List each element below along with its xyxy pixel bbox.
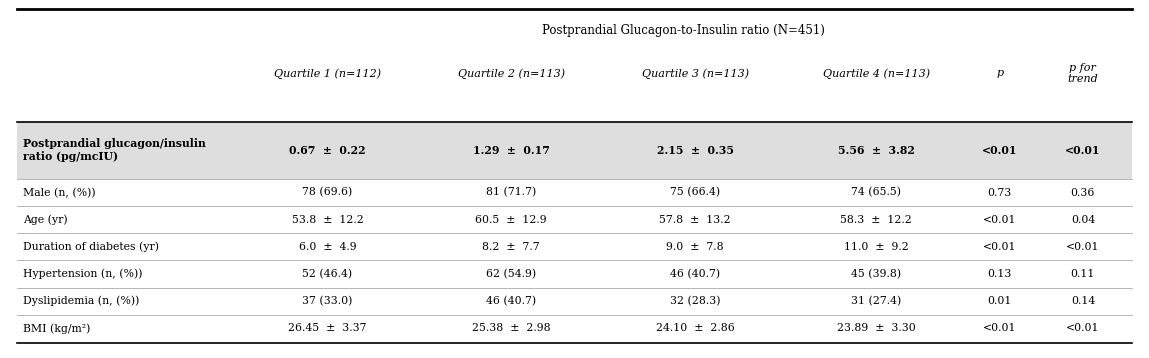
Text: 23.89  ±  3.30: 23.89 ± 3.30 [836,323,916,333]
Text: 0.73: 0.73 [987,188,1012,198]
Text: Quartile 1 (n=112): Quartile 1 (n=112) [273,68,381,79]
Text: p for
trend: p for trend [1067,63,1098,84]
Text: 2.15  ±  0.35: 2.15 ± 0.35 [656,145,734,156]
Text: 62 (54.9): 62 (54.9) [486,269,537,279]
Text: Male (n, (%)): Male (n, (%)) [23,187,95,198]
Text: 0.36: 0.36 [1071,188,1095,198]
Text: 5.56  ±  3.82: 5.56 ± 3.82 [838,145,915,156]
Text: 24.10  ±  2.86: 24.10 ± 2.86 [656,323,734,333]
Text: 9.0  ±  7.8: 9.0 ± 7.8 [666,242,724,252]
Text: 78 (69.6): 78 (69.6) [302,188,353,198]
Text: 46 (40.7): 46 (40.7) [486,296,537,306]
Text: 37 (33.0): 37 (33.0) [302,296,353,306]
Text: 32 (28.3): 32 (28.3) [670,296,720,306]
Text: 52 (46.4): 52 (46.4) [302,269,353,279]
Text: Dyslipidemia (n, (%)): Dyslipidemia (n, (%)) [23,296,139,306]
Text: 53.8  ±  12.2: 53.8 ± 12.2 [292,215,363,225]
Text: 58.3  ±  12.2: 58.3 ± 12.2 [840,215,912,225]
Text: 45 (39.8): 45 (39.8) [851,269,901,279]
Text: Quartile 4 (n=113): Quartile 4 (n=113) [823,68,930,79]
Text: Hypertension (n, (%)): Hypertension (n, (%)) [23,269,142,279]
Text: 74 (65.5): 74 (65.5) [851,188,901,198]
Text: 31 (27.4): 31 (27.4) [851,296,901,306]
Text: 0.67  ±  0.22: 0.67 ± 0.22 [290,145,365,156]
Text: BMI (kg/m²): BMI (kg/m²) [23,323,91,334]
Text: 6.0  ±  4.9: 6.0 ± 4.9 [299,242,356,252]
Text: 25.38  ±  2.98: 25.38 ± 2.98 [472,323,550,333]
Text: p: p [996,68,1003,78]
Text: 60.5  ±  12.9: 60.5 ± 12.9 [476,215,547,225]
Text: 81 (71.7): 81 (71.7) [486,188,537,198]
Text: 0.13: 0.13 [987,269,1012,279]
Text: 11.0  ±  9.2: 11.0 ± 9.2 [843,242,909,252]
Text: 0.11: 0.11 [1071,269,1095,279]
Text: 26.45  ±  3.37: 26.45 ± 3.37 [288,323,367,333]
Text: 0.01: 0.01 [987,296,1012,306]
Text: Quartile 3 (n=113): Quartile 3 (n=113) [641,68,749,79]
Text: <0.01: <0.01 [982,323,1017,333]
Text: Quartile 2 (n=113): Quartile 2 (n=113) [457,68,565,79]
Text: <0.01: <0.01 [1065,145,1101,156]
Text: <0.01: <0.01 [982,145,1017,156]
Text: Duration of diabetes (yr): Duration of diabetes (yr) [23,242,159,252]
Text: Age (yr): Age (yr) [23,214,68,225]
Text: <0.01: <0.01 [982,242,1017,252]
Text: <0.01: <0.01 [982,215,1017,225]
Text: Postprandial Glucagon-to-Insulin ratio (N=451): Postprandial Glucagon-to-Insulin ratio (… [542,24,825,37]
Text: 75 (66.4): 75 (66.4) [670,188,720,198]
Text: 0.14: 0.14 [1071,296,1095,306]
Bar [17,122,1132,179]
Text: <0.01: <0.01 [1066,242,1100,252]
Text: <0.01: <0.01 [1066,323,1100,333]
Text: 0.04: 0.04 [1071,215,1095,225]
Text: Postprandial glucagon/insulin
ratio (pg/mcIU): Postprandial glucagon/insulin ratio (pg/… [23,139,206,162]
Text: 1.29  ±  0.17: 1.29 ± 0.17 [473,145,549,156]
Text: 57.8  ±  13.2: 57.8 ± 13.2 [660,215,731,225]
Text: 8.2  ±  7.7: 8.2 ± 7.7 [483,242,540,252]
Text: 46 (40.7): 46 (40.7) [670,269,720,279]
